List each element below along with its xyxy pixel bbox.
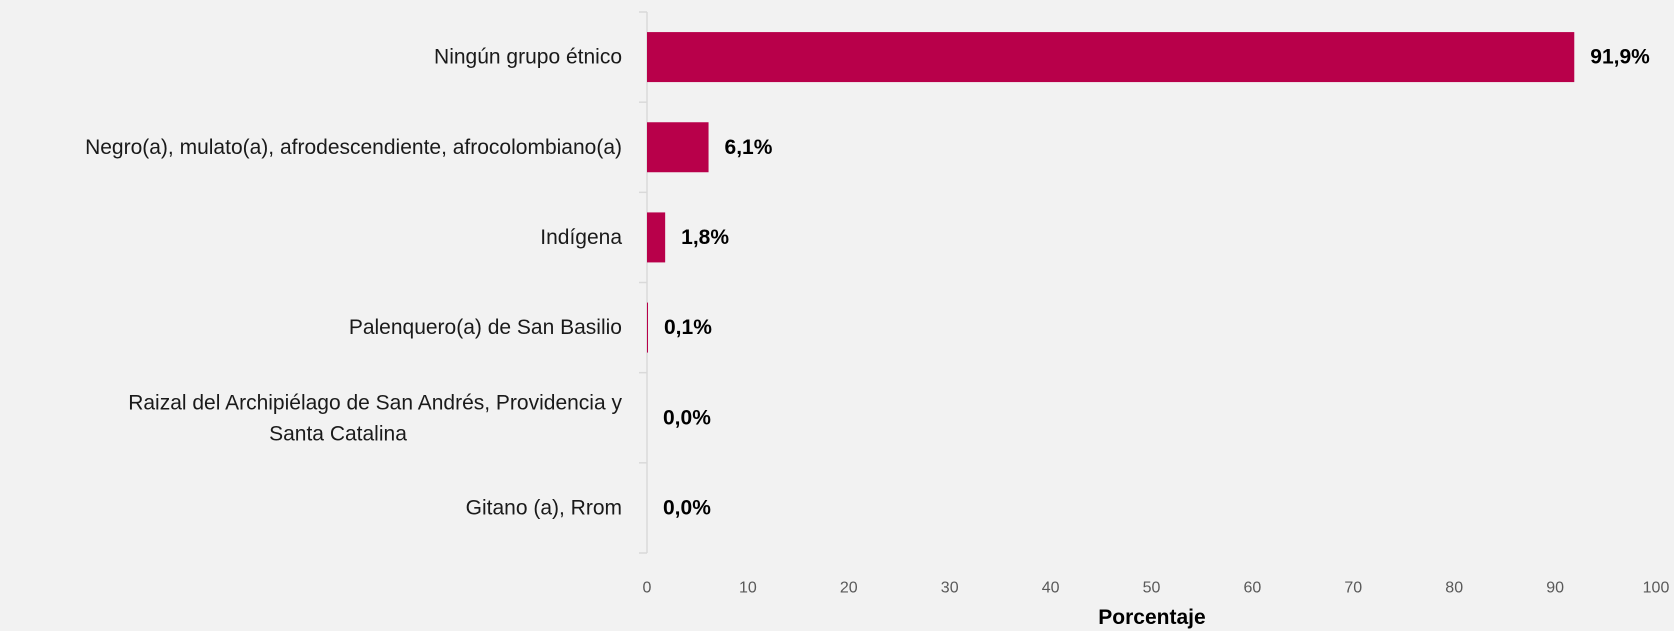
data-label: 91,9% (1590, 46, 1650, 69)
x-tick-label: 90 (1546, 580, 1564, 597)
data-label: 0,0% (663, 406, 711, 429)
category-label: Raizal del Archipiélago de San Andrés, P… (128, 391, 622, 445)
x-tick-label: 50 (1143, 580, 1161, 597)
bar (647, 302, 649, 353)
x-tick-label: 10 (739, 580, 757, 597)
category-label-line: Raizal del Archipiélago de San Andrés, P… (128, 391, 622, 414)
data-label: 0,1% (664, 316, 712, 339)
category-label: Indígena (540, 226, 622, 249)
x-tick-label: 60 (1244, 580, 1262, 597)
x-tick-label: 70 (1344, 580, 1362, 597)
category-label: Negro(a), mulato(a), afrodescendiente, a… (85, 136, 622, 159)
plot-area: 91,9% Ningún grupo étnico 6,1% Negro(a), mu… (85, 11, 1670, 597)
bar (647, 122, 709, 173)
data-label: 1,8% (681, 226, 729, 249)
bar (647, 212, 666, 263)
category-label: Palenquero(a) de San Basilio (349, 316, 622, 339)
category-label-line: Santa Catalina (269, 422, 407, 445)
category-label: Ningún grupo étnico (434, 46, 622, 69)
data-label: 0,0% (663, 496, 711, 519)
bar (647, 32, 1575, 83)
x-axis-title: Porcentaje (1098, 606, 1205, 629)
x-tick-label: 20 (840, 580, 858, 597)
x-tick-label: 80 (1445, 580, 1463, 597)
x-tick-label: 40 (1042, 580, 1060, 597)
x-tick-label: 0 (643, 580, 652, 597)
x-tick-label: 100 (1643, 580, 1670, 597)
data-label: 6,1% (725, 136, 773, 159)
x-tick-label: 30 (941, 580, 959, 597)
category-label: Gitano (a), Rrom (466, 496, 622, 519)
